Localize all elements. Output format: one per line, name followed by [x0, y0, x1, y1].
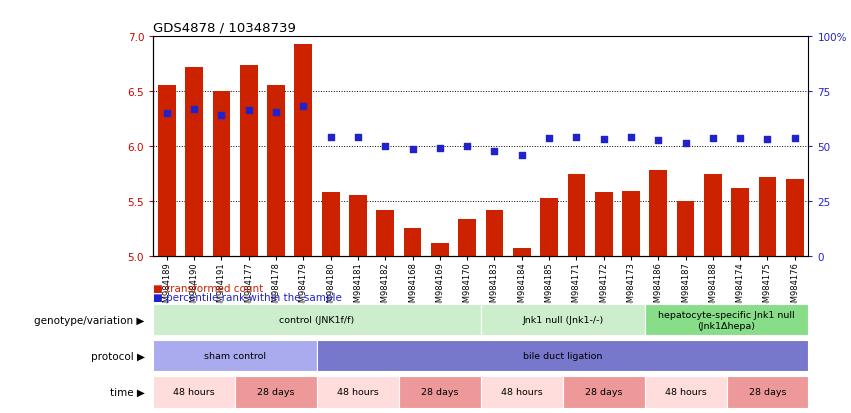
Bar: [431, 243, 448, 256]
Text: control (JNK1f/f): control (JNK1f/f): [279, 316, 355, 325]
Point: [761, 137, 774, 143]
Bar: [186, 68, 203, 256]
Point: [379, 143, 392, 150]
Point: [269, 109, 283, 116]
Bar: [459, 220, 476, 256]
Text: 48 hours: 48 hours: [501, 387, 543, 396]
Bar: [317, 340, 808, 372]
Point: [652, 138, 665, 145]
Bar: [267, 85, 285, 256]
Point: [296, 104, 310, 111]
Point: [324, 135, 338, 141]
Text: 28 days: 28 days: [585, 387, 622, 396]
Bar: [481, 304, 645, 336]
Point: [542, 135, 556, 142]
Text: GDS4878 / 10348739: GDS4878 / 10348739: [153, 21, 296, 35]
Bar: [727, 376, 808, 408]
Bar: [153, 304, 481, 336]
Bar: [235, 376, 317, 408]
Bar: [540, 198, 558, 256]
Text: hepatocyte-specific Jnk1 null
(Jnk1Δhepa): hepatocyte-specific Jnk1 null (Jnk1Δhepa…: [658, 311, 795, 330]
Bar: [595, 192, 613, 256]
Bar: [563, 376, 645, 408]
Point: [214, 113, 228, 119]
Bar: [403, 229, 421, 256]
Point: [460, 143, 474, 150]
Point: [706, 135, 720, 142]
Bar: [294, 45, 312, 256]
Bar: [322, 192, 340, 256]
Text: 48 hours: 48 hours: [174, 387, 215, 396]
Text: 28 days: 28 days: [257, 387, 294, 396]
Point: [433, 145, 447, 152]
Point: [624, 135, 637, 141]
Bar: [349, 196, 367, 256]
Text: 28 days: 28 days: [421, 387, 459, 396]
Bar: [158, 85, 175, 256]
Point: [488, 149, 501, 155]
Text: time ▶: time ▶: [110, 387, 145, 397]
Text: ■ transformed count: ■ transformed count: [153, 284, 264, 294]
Bar: [704, 175, 722, 256]
Bar: [153, 376, 235, 408]
Point: [569, 135, 583, 141]
Point: [160, 111, 174, 117]
Text: genotype/variation ▶: genotype/variation ▶: [34, 315, 145, 325]
Bar: [481, 376, 563, 408]
Point: [515, 152, 528, 159]
Point: [351, 135, 365, 141]
Point: [734, 135, 747, 142]
Text: 48 hours: 48 hours: [665, 387, 706, 396]
Point: [406, 147, 420, 153]
Bar: [758, 177, 776, 256]
Text: ■ percentile rank within the sample: ■ percentile rank within the sample: [153, 292, 342, 302]
Bar: [622, 192, 640, 256]
Bar: [649, 171, 667, 256]
Text: sham control: sham control: [204, 351, 266, 361]
Bar: [376, 210, 394, 256]
Bar: [153, 340, 317, 372]
Bar: [240, 66, 258, 256]
Text: bile duct ligation: bile duct ligation: [523, 351, 603, 361]
Bar: [677, 202, 694, 256]
Point: [242, 107, 255, 114]
Text: Jnk1 null (Jnk1-/-): Jnk1 null (Jnk1-/-): [523, 316, 603, 325]
Bar: [568, 175, 585, 256]
Bar: [786, 179, 803, 256]
Text: 28 days: 28 days: [749, 387, 786, 396]
Bar: [213, 92, 231, 256]
Bar: [399, 376, 481, 408]
Text: protocol ▶: protocol ▶: [91, 351, 145, 361]
Bar: [645, 304, 808, 336]
Bar: [645, 376, 727, 408]
Bar: [513, 248, 531, 256]
Point: [679, 140, 693, 147]
Text: 48 hours: 48 hours: [337, 387, 379, 396]
Point: [788, 135, 802, 142]
Point: [597, 137, 610, 143]
Point: [187, 106, 201, 113]
Bar: [486, 210, 503, 256]
Bar: [317, 376, 399, 408]
Bar: [731, 188, 749, 256]
